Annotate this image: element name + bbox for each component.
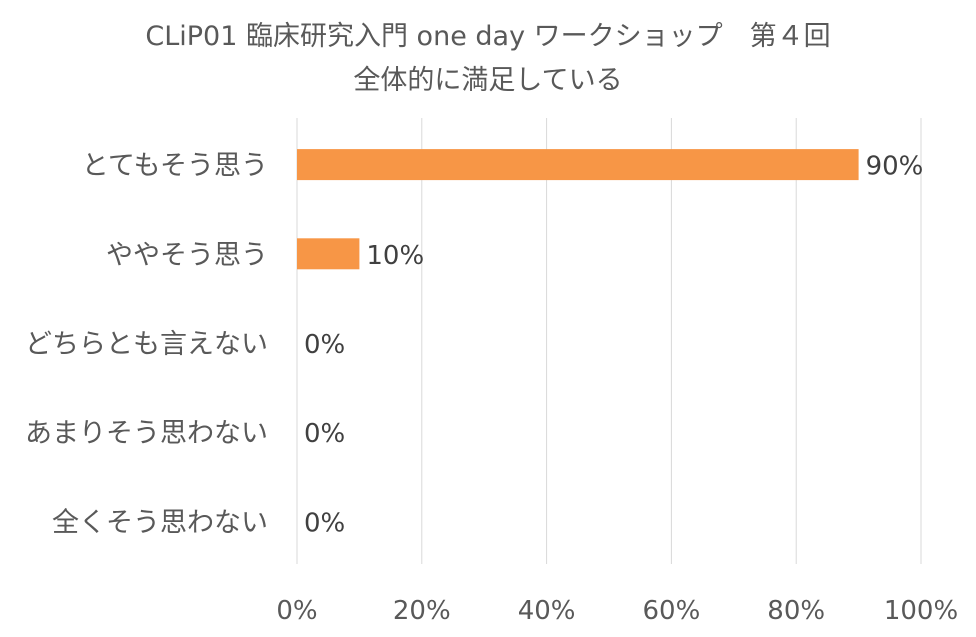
gridlines (296, 118, 922, 564)
category-label: どちらとも言えない (25, 329, 268, 360)
bars (297, 149, 859, 270)
x-tick-labels: 0% 20% 40% 60% 80% 100% (276, 596, 958, 626)
data-label: 10% (366, 241, 424, 271)
category-label: あまりそう思わない (25, 418, 268, 449)
bar (297, 149, 859, 181)
chart-subtitle: 全体的に満足している (353, 65, 623, 96)
data-label: 90% (866, 152, 924, 182)
x-tick-label: 0% (276, 596, 317, 626)
x-tick-label: 100% (884, 596, 958, 626)
data-label: 0% (304, 419, 345, 449)
data-label: 0% (304, 508, 345, 538)
x-tick-label: 20% (393, 596, 451, 626)
category-label: ややそう思う (106, 240, 268, 271)
chart-title: CLiP01 臨床研究入門 one day ワークショップ 第４回 (145, 21, 831, 52)
data-labels: 90% 10% 0% 0% 0% (304, 152, 923, 539)
category-label: とてもそう思う (82, 151, 268, 182)
x-tick-label: 80% (767, 596, 825, 626)
category-label: 全くそう思わない (52, 507, 268, 538)
bar (297, 238, 360, 270)
data-label: 0% (304, 330, 345, 360)
x-tick-label: 40% (518, 596, 576, 626)
x-tick-label: 60% (643, 596, 701, 626)
